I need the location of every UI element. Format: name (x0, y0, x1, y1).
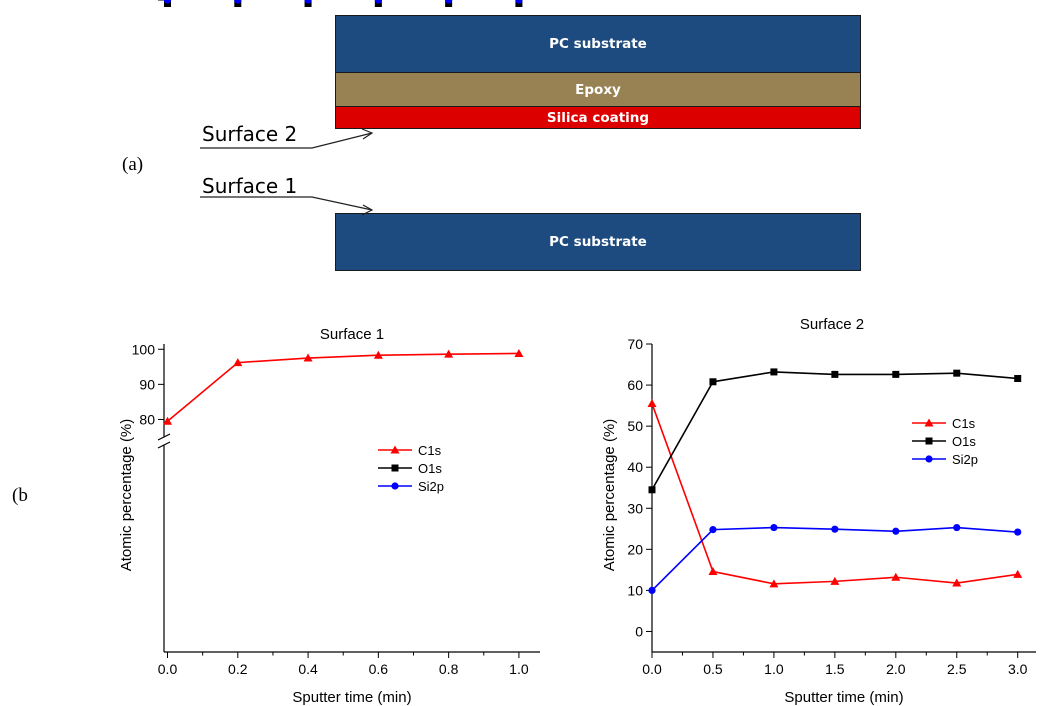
surface1-chart-y-tick-label: 0 (147, 0, 155, 3)
surface1-chart-x-tick-label: 1.0 (509, 661, 529, 677)
surface1-chart-x-axis-label: Sputter time (min) (292, 689, 411, 706)
surface1-chart-legend-si2p-marker (391, 482, 399, 490)
silica-coating-layer: Silica coating (335, 106, 861, 129)
surface1-chart-c1s-point (233, 358, 243, 367)
bottom-pc-substrate-label: PC substrate (549, 234, 647, 250)
surface1-chart-y-tick-label: 90 (139, 376, 155, 392)
surface1-chart-c1s-point (373, 350, 383, 359)
surface2-chart-legend-si2p-marker (925, 455, 933, 463)
surface2-chart-x-tick-label: 1.5 (825, 661, 845, 677)
surface2-chart-o1s-point (831, 370, 839, 378)
surface2-chart-y-tick-label: 10 (627, 582, 643, 598)
surface2-chart-o1s-point (648, 486, 656, 494)
surface1-chart-title: Surface 1 (320, 326, 384, 343)
surface1-chart-x-tick-label: 0.4 (298, 661, 318, 677)
surface2-chart-y-tick-label: 0 (635, 623, 643, 639)
surface1-chart-si2p-point (445, 0, 453, 4)
surface1-chart-si2p-point (163, 0, 172, 4)
surface1-chart-x-tick-label: 0.0 (158, 661, 178, 677)
surface1-chart-y-tick-label: 5 (147, 0, 155, 3)
surface2-chart-y-axis-label: Atomic percentage (%) (601, 419, 618, 572)
top-pc-substrate-layer: PC substrate (335, 15, 861, 73)
surface-2-pointer-line (200, 132, 373, 149)
surface1-chart-si2p-point (515, 0, 523, 4)
surface2-chart-x-tick-label: 2.5 (947, 661, 967, 677)
surface2-chart-y-tick-label: 30 (627, 500, 643, 516)
surface-2-label: Surface 2 (202, 122, 298, 146)
surface1-chart-si2p-point (304, 0, 312, 4)
surface2-chart-title: Surface 2 (800, 316, 864, 333)
surface2-chart-c1s-point (830, 576, 840, 585)
panel-a-label: (a) (122, 154, 144, 175)
surface1-chart-legend-si2p-label: Si2p (418, 479, 444, 494)
surface1-chart-series-c1s-line (167, 352, 519, 422)
surface-2-arrowhead (361, 128, 374, 140)
surface2-chart-c1s-point (952, 578, 962, 587)
surface1-chart-axis-break-mark (157, 441, 171, 449)
silica-coating-label: Silica coating (546, 109, 650, 126)
surface2-chart-o1s-point (709, 378, 717, 386)
surface2-chart-legend-c1s-marker (924, 418, 934, 427)
surface2-chart-x-tick-label: 3.0 (1008, 661, 1028, 677)
surface1-chart-y-tick-label: 10 (139, 0, 155, 3)
surface1-chart-si2p-point (234, 0, 242, 4)
surface1-chart-legend-o1s-marker (391, 464, 399, 472)
surface1-chart-c1s-point (163, 416, 173, 425)
surface-1-pointer-line (200, 196, 373, 211)
surface1-chart-axis-break-mark (157, 433, 171, 441)
surface2-chart-c1s-point (647, 399, 657, 408)
epoxy-label: Epoxy (575, 81, 621, 98)
surface2-chart-x-tick-label: 1.0 (764, 661, 784, 677)
surface2-chart-c1s-point (769, 579, 779, 588)
surface1-chart-x-tick-label: 0.2 (228, 661, 248, 677)
surface2-chart-si2p-point (709, 526, 717, 534)
surface2-chart-x-tick-label: 0.5 (703, 661, 723, 677)
surface1-chart-x-tick-label: 0.6 (369, 661, 389, 677)
surface1-chart-y-tick-label: 15 (139, 0, 155, 3)
surface1-chart-y-axis-label: Atomic percentage (%) (118, 419, 135, 572)
surface2-chart-x-tick-label: 2.0 (886, 661, 906, 677)
surface2-chart-si2p-point (953, 523, 961, 532)
surface2-chart-si2p-point (1014, 528, 1022, 536)
surface1-chart-legend-o1s-label: O1s (418, 461, 442, 476)
surface1-chart-legend-c1s-marker (390, 445, 400, 454)
surface1-chart-legend-c1s-label: C1s (418, 443, 442, 458)
surface2-chart-y-tick-label: 70 (627, 336, 643, 352)
surface2-chart-x-tick-label: 0.0 (642, 661, 662, 677)
surface-1-arrowhead (361, 204, 374, 216)
surface2-chart-legend-c1s-label: C1s (952, 416, 976, 431)
bottom-pc-substrate-layer: PC substrate (335, 213, 861, 271)
surface-1-label: Surface 1 (202, 174, 298, 198)
surface1-chart-si2p-point (374, 0, 382, 4)
surface1-chart-c1s-point (444, 349, 454, 358)
surface-pointer-arrows (200, 128, 374, 216)
surface2-chart-y-tick-label: 60 (627, 377, 643, 393)
surface2-chart-c1s-point (708, 567, 718, 576)
surface2-chart-o1s-point (892, 370, 900, 378)
surface2-chart-o1s-point (953, 369, 961, 377)
surface2-chart-si2p-point (770, 523, 778, 532)
surface1-chart-x-tick-label: 0.8 (439, 661, 459, 677)
surface2-chart-o1s-point (770, 368, 778, 376)
surface2-chart-legend-si2p-label: Si2p (952, 452, 978, 467)
surface2-chart-si2p-point (831, 525, 839, 533)
surface2-chart-si2p-point (648, 586, 656, 595)
surface2-chart-o1s-point (1014, 374, 1022, 382)
surface2-chart-c1s-point (1013, 569, 1023, 578)
surface1-chart-y-tick-label: 100 (132, 341, 156, 357)
surface1-chart-y-tick-label: 80 (139, 411, 155, 427)
surface2-chart-y-tick-label: 40 (627, 459, 643, 475)
panel-b-label: (b (12, 485, 28, 506)
top-pc-substrate-label: PC substrate (549, 36, 647, 52)
surface2-chart-x-axis-label: Sputter time (min) (784, 689, 903, 706)
surface2-chart-si2p-point (892, 527, 900, 535)
surface2-chart-legend-o1s-label: O1s (952, 434, 976, 449)
surface1-chart-c1s-point (514, 348, 524, 357)
surface1-chart-c1s-point (303, 353, 313, 362)
surface2-chart-y-tick-label: 50 (627, 418, 643, 434)
surface2-chart-y-tick-label: 20 (627, 541, 643, 557)
surface2-chart-c1s-point (891, 572, 901, 581)
surface2-chart-legend-o1s-marker (925, 437, 933, 445)
